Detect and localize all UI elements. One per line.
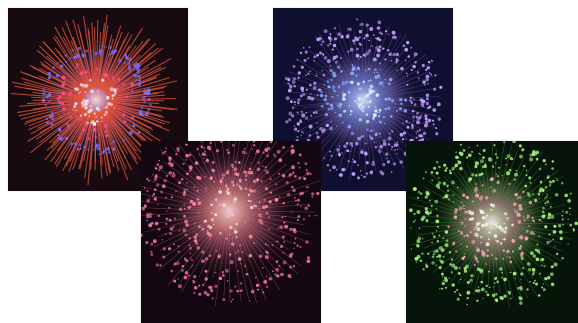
firework-image <box>8 8 188 191</box>
firework-image <box>406 141 578 323</box>
firework-photo-3 <box>141 141 321 323</box>
firework-photo-4 <box>406 141 578 323</box>
firework-image <box>141 141 321 323</box>
firework-photo-1 <box>8 8 188 191</box>
